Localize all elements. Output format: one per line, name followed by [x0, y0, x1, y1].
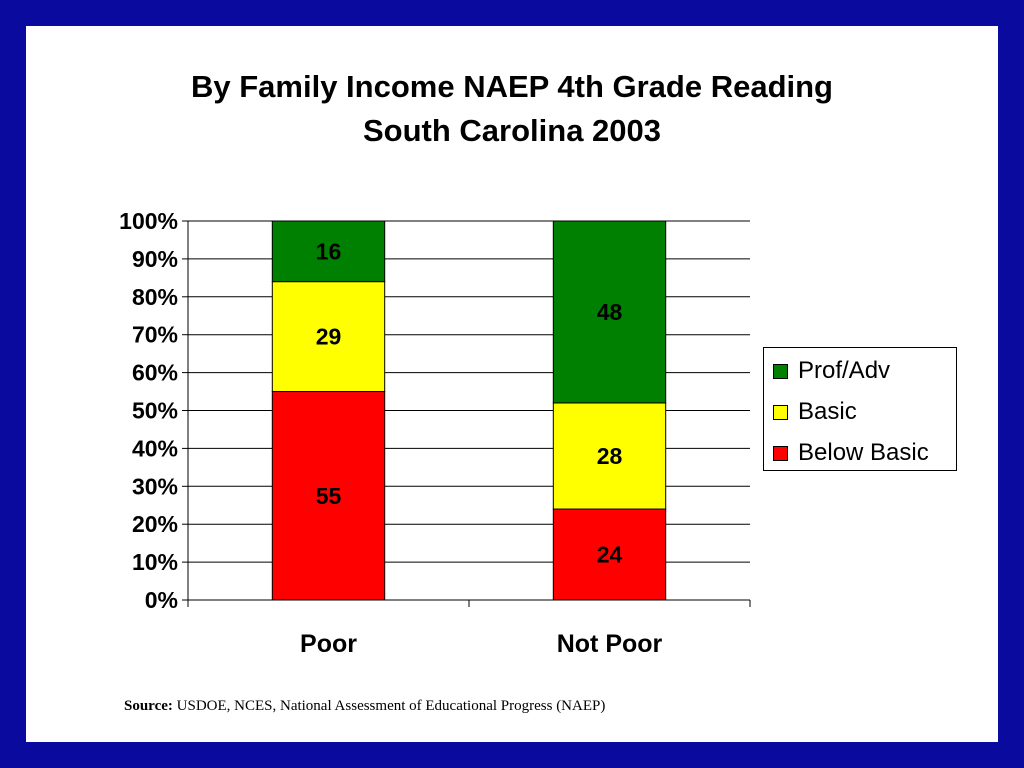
y-tick-label: 40% — [132, 435, 178, 461]
bar-basic — [271, 281, 386, 393]
chart-svg: 0% 10% 20% 30% 40% 50% 60% 70% 80% 90% 100% 55 29 16 P… — [119, 208, 751, 658]
y-tick-label: 50% — [132, 398, 178, 424]
source-note: Source: USDOE, NCES, National Assessment… — [124, 698, 605, 715]
legend-label-basic: Basic — [798, 398, 857, 425]
source-label: Source: — [124, 698, 173, 714]
bar-below-basic — [271, 391, 386, 601]
x-category-label: Poor — [300, 630, 357, 658]
legend-swatch-prof-adv — [773, 363, 788, 379]
y-tick-label: 60% — [132, 360, 178, 386]
legend-swatch-basic — [773, 404, 788, 420]
data-label-basic: 28 — [597, 443, 623, 469]
data-label-below-basic: 24 — [597, 542, 623, 568]
legend-swatch-below-basic — [773, 445, 788, 461]
legend-item-below-basic: Below Basic — [773, 439, 929, 466]
y-tick-label: 0% — [145, 587, 178, 613]
chart-title-line-1: By Family Income NAEP 4th Grade Reading — [191, 69, 833, 104]
data-label-basic: 29 — [316, 324, 342, 350]
data-label-prof-adv: 16 — [316, 238, 342, 264]
bar-basic — [552, 402, 667, 510]
source-text: USDOE, NCES, National Assessment of Educ… — [176, 698, 606, 714]
y-tick-label: 10% — [132, 549, 178, 575]
y-tick-label: 70% — [132, 322, 178, 348]
bar-prof-adv — [271, 220, 386, 283]
bar-prof-adv — [552, 220, 667, 404]
y-tick-label: 90% — [132, 246, 178, 272]
legend-item-prof-adv: Prof/Adv — [773, 357, 891, 384]
legend-label-below-basic: Below Basic — [798, 439, 929, 466]
chart-title-line-2: South Carolina 2003 — [362, 113, 662, 148]
bar-below-basic — [552, 508, 667, 601]
y-tick-label: 100% — [119, 208, 178, 234]
y-tick-label: 20% — [132, 511, 178, 537]
legend-item-basic: Basic — [773, 398, 857, 425]
data-label-prof-adv: 48 — [597, 299, 623, 325]
x-category-label: Not Poor — [557, 630, 663, 658]
y-tick-label: 30% — [132, 473, 178, 499]
data-label-below-basic: 55 — [316, 483, 342, 509]
legend: Prof/Adv Basic Below Basic — [763, 347, 957, 471]
slide: By Family Income NAEP 4th Grade Reading … — [26, 26, 998, 742]
y-tick-label: 80% — [132, 284, 178, 310]
legend-label-prof-adv: Prof/Adv — [798, 357, 891, 384]
